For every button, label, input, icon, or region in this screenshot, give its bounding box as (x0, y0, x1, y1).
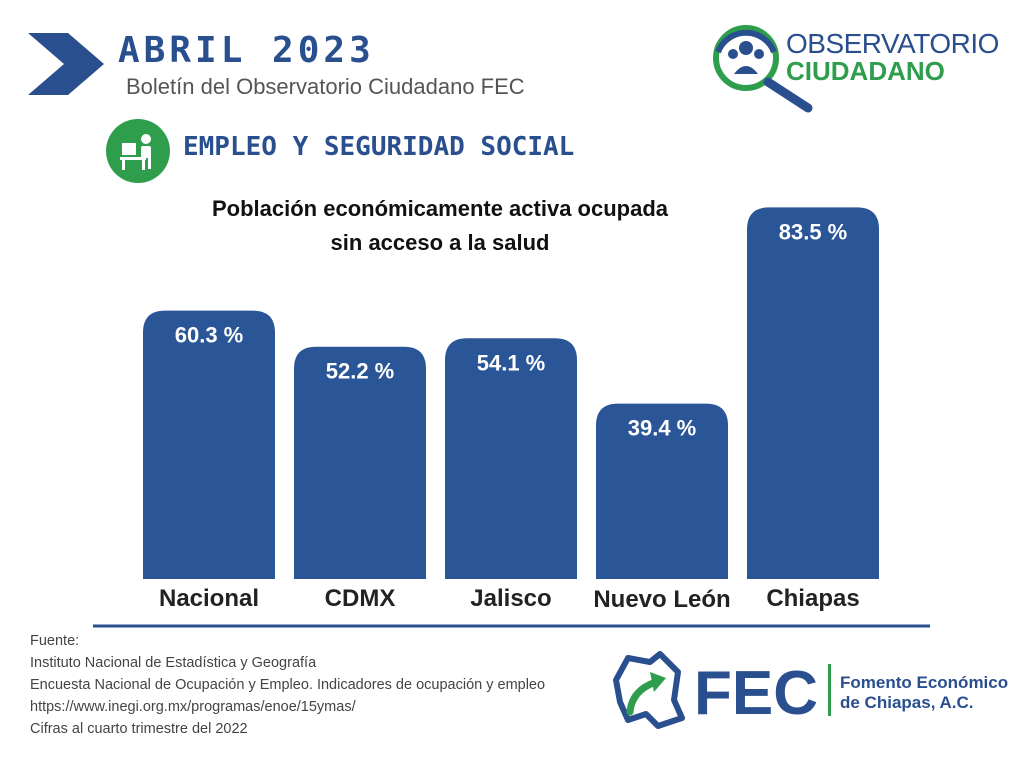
category-label: Nacional (159, 585, 259, 612)
bar-value-label: 52.2 % (326, 359, 395, 384)
observatorio-logo (713, 25, 813, 113)
category-label: Chiapas (766, 585, 859, 612)
bar-chart: 60.3 % Nacional 52.2 % CDMX 54.1 % Jalisco 39.… (93, 207, 930, 628)
source-line: Cifras al cuarto trimestre del 2022 (30, 721, 248, 737)
chart-title-line2: sin acceso a la salud (330, 230, 550, 255)
source-line: Instituto Nacional de Estadística y Geog… (30, 655, 317, 671)
category-label: CDMX (325, 585, 396, 612)
fec-logo-full-line1: Fomento Económico (840, 673, 1008, 692)
fec-logo-name: FEC (694, 659, 818, 728)
section-title: EMPLEO Y SEGURIDAD SOCIAL (183, 132, 575, 162)
bar-0 (143, 310, 275, 579)
bar-4 (747, 207, 879, 580)
chart-title: Población económicamente activa ocupada … (150, 192, 730, 260)
category-label: Nuevo León (593, 586, 730, 613)
fec-logo: FEC Fomento Económico de Chiapas, A.C. (613, 651, 1008, 729)
bar-3 (596, 403, 728, 579)
bar-value-label: 39.4 % (628, 416, 697, 441)
office-worker-icon (106, 119, 170, 183)
bulletin-month: ABRIL 2023 (118, 30, 375, 71)
chart-title-line1: Población económicamente activa ocupada (211, 196, 669, 221)
category-label: Jalisco (470, 585, 551, 612)
bar-value-label: 83.5 % (779, 219, 848, 244)
source-line: Encuesta Nacional de Ocupación y Empleo.… (30, 677, 546, 693)
bar-1 (294, 346, 426, 579)
fec-logo-full-line2: de Chiapas, A.C. (840, 693, 974, 712)
bar-value-label: 60.3 % (175, 323, 244, 348)
bar-2 (445, 338, 577, 579)
chevron-right-icon (28, 33, 104, 95)
bulletin-subtitle: Boletín del Observatorio Ciudadano FEC (126, 74, 525, 99)
source-line: Fuente: (30, 633, 80, 649)
source-line: https://www.inegi.org.mx/programas/enoe/… (30, 699, 356, 715)
observatorio-logo-line2: CIUDADANO (786, 56, 945, 86)
bar-value-label: 54.1 % (477, 350, 546, 375)
observatorio-logo-line1: OBSERVATORIO (786, 28, 999, 59)
source-notes: Fuente: Instituto Nacional de Estadístic… (30, 630, 545, 740)
